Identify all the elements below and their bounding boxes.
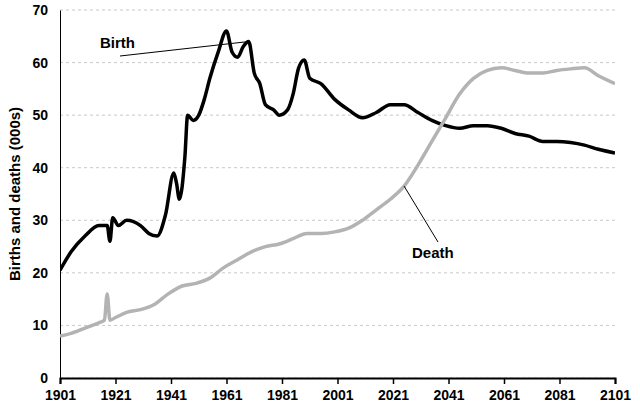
- tick-mark: [615, 378, 617, 384]
- tick: 2001: [322, 378, 353, 403]
- tick: 70: [32, 2, 60, 18]
- tick-mark: [282, 378, 284, 384]
- tick-label: 2101: [600, 387, 631, 403]
- y-axis: 0 10 20 30 40 50 60 70: [32, 2, 60, 386]
- tick-label: 1921: [100, 387, 131, 403]
- tick: 60: [32, 55, 60, 71]
- chart: 1901 1921 1941 1961 1981 2001 2021 2041 2061 2081…: [0, 0, 640, 420]
- tick-label: 30: [32, 212, 48, 228]
- series-line: [60, 31, 615, 270]
- tick-label: 50: [32, 107, 48, 123]
- leader-line: [404, 186, 438, 242]
- tick-mark: [60, 378, 62, 384]
- tick-label: 2081: [544, 387, 575, 403]
- tick-label: 70: [32, 2, 48, 18]
- tick-label: 1961: [211, 387, 242, 403]
- tick-label: 2061: [489, 387, 520, 403]
- axis-line: [60, 11, 61, 379]
- tick-mark: [559, 378, 561, 384]
- tick: 30: [32, 212, 60, 228]
- axis-line: [61, 379, 616, 385]
- tick-label: 10: [32, 317, 48, 333]
- tick: 10: [32, 317, 60, 333]
- tick: 2061: [489, 378, 520, 403]
- tick: 1921: [100, 378, 131, 403]
- tick: 20: [32, 265, 60, 281]
- tick-label: 2001: [322, 387, 353, 403]
- lines: [60, 31, 615, 336]
- tick: 1941: [156, 378, 187, 403]
- grid-line: [60, 272, 615, 273]
- grid-line: [60, 325, 615, 326]
- tick: 2041: [433, 378, 464, 403]
- tick-label: 60: [32, 55, 48, 71]
- grid-line: [60, 167, 615, 168]
- tick-label: 1901: [45, 387, 76, 403]
- tick-label: 1941: [156, 387, 187, 403]
- tick: 2021: [378, 378, 409, 403]
- grid-line: [60, 115, 615, 116]
- tick-mark: [504, 378, 506, 384]
- tick: 40: [32, 160, 60, 176]
- tick: 1901: [45, 378, 76, 403]
- tick-label: 20: [32, 265, 48, 281]
- tick-label: 0: [40, 370, 48, 386]
- tick-label: 1981: [267, 387, 298, 403]
- grid-line: [60, 62, 615, 63]
- tick-label: 2041: [433, 387, 464, 403]
- tick-mark: [115, 378, 117, 384]
- series-label: Death: [412, 244, 454, 261]
- tick-mark: [337, 378, 339, 384]
- tick-mark: [448, 378, 450, 384]
- grid-line: [60, 10, 615, 11]
- tick-label: 2021: [378, 387, 409, 403]
- series-label: Birth: [100, 34, 135, 51]
- tick: 50: [32, 107, 60, 123]
- tick-mark: [393, 378, 395, 384]
- tick: 2081: [544, 378, 575, 403]
- grid: [60, 10, 615, 378]
- x-axis: 1901 1921 1941 1961 1981 2001 2021 2041 2061 2081…: [45, 378, 631, 403]
- tick: 2101: [600, 378, 631, 403]
- tick-mark: [226, 378, 228, 384]
- tick: 1961: [211, 378, 242, 403]
- tick-mark: [171, 378, 173, 384]
- annotations: Birth Death: [100, 34, 454, 261]
- tick: 0: [40, 370, 60, 386]
- tick: 1981: [267, 378, 298, 403]
- tick-label: 40: [32, 160, 48, 176]
- series-line: [60, 68, 615, 336]
- grid-line: [60, 220, 615, 221]
- leader-line: [120, 42, 249, 56]
- axis-title: Births and deaths (000s): [6, 107, 23, 281]
- plot: 1901 1921 1941 1961 1981 2001 2021 2041 2061 2081…: [32, 2, 631, 403]
